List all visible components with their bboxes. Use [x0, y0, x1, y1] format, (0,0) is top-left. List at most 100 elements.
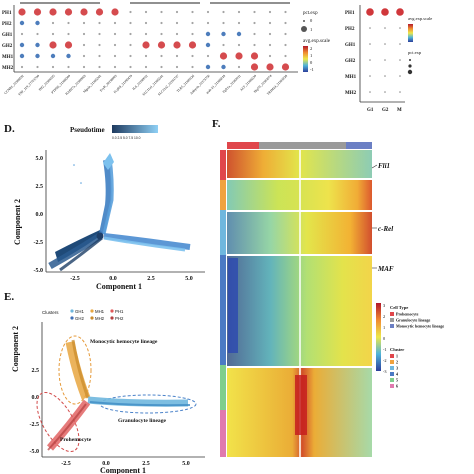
tl-row-label: PH2	[2, 22, 12, 27]
tl-dot	[236, 31, 242, 37]
celltype-title: Cell Type	[390, 305, 408, 310]
tl-dot	[206, 10, 210, 14]
tl-dot	[33, 8, 42, 16]
tl-dot	[19, 20, 25, 26]
tl-dot	[268, 54, 272, 58]
lineage-scatter	[36, 335, 197, 453]
tl-dot	[129, 43, 132, 47]
tl-dot	[191, 21, 194, 25]
tl-dot	[51, 32, 55, 36]
d-ytick: -2.5	[34, 240, 44, 246]
tl-dot	[98, 32, 101, 36]
f-celltype-label: Prohemocyte	[396, 312, 419, 317]
tl-dot	[129, 65, 132, 69]
panel-d: D. Pseudotime 0.0 2.5 5.0 7.5 10.0 5.0 2.…	[4, 123, 205, 291]
tl-dot	[205, 64, 211, 70]
pct-legend-0: 0	[310, 18, 313, 23]
tl-dot	[175, 65, 179, 69]
e-legend-label: GH1	[75, 309, 84, 314]
tl-dot	[36, 32, 39, 36]
tl-dot	[160, 65, 163, 69]
tr-col-label: M	[397, 108, 402, 113]
pseudotime-gradient	[112, 125, 158, 133]
gene-label-crel: c-Rel	[378, 225, 393, 233]
tl-dot	[144, 32, 148, 36]
tl-dot	[253, 10, 256, 14]
tl-dot	[284, 32, 287, 36]
f-scale-tick: 2	[383, 314, 385, 319]
tl-row-label: PH1	[2, 11, 12, 16]
f-cluster-swatch	[390, 372, 394, 376]
tr-dot	[396, 8, 404, 16]
panel-e-xlabel: Component 1	[100, 466, 146, 474]
e-ytick: 2.5	[32, 368, 40, 374]
tl-dot	[51, 21, 55, 25]
tr-dot	[369, 59, 371, 61]
d-xtick: -2.5	[70, 276, 80, 282]
f-celltype-label: Monocytic hemocyte lineage	[396, 324, 444, 329]
tl-dot	[19, 42, 25, 48]
tl-dot	[144, 65, 148, 69]
tl-dot	[18, 8, 26, 16]
tl-dot	[175, 54, 179, 58]
panel-d-xlabel: Component 1	[96, 282, 142, 291]
tl-dot	[237, 21, 241, 25]
tl-dot	[82, 32, 86, 36]
tl-dot	[160, 54, 163, 58]
tl-dot	[144, 10, 148, 14]
tl-dot	[253, 43, 256, 47]
tl-dot	[82, 54, 86, 58]
tl-dot	[221, 64, 226, 70]
tl-row-label: GH1	[2, 33, 13, 38]
tr-dot	[384, 75, 386, 77]
tr-dot	[366, 8, 374, 16]
f-cluster-label: 1	[396, 354, 398, 359]
f-scale-tick: -3	[383, 369, 387, 374]
f-cluster-swatch	[390, 366, 394, 370]
tl-row-label: GH2	[2, 44, 13, 49]
tl-dot	[281, 63, 290, 71]
tl-dot	[222, 21, 225, 25]
tl-dot	[67, 32, 70, 36]
tl-dot	[82, 21, 86, 25]
tr-dot	[384, 43, 386, 45]
tl-dot	[144, 21, 148, 25]
tl-dot	[19, 53, 25, 59]
f-scale-tick: -1	[383, 347, 387, 352]
tr-dot	[369, 43, 371, 45]
f-celltype-swatch	[390, 324, 394, 328]
tr-pct-label: pct.exp	[408, 50, 422, 55]
tr-row-label: PH1	[345, 11, 355, 16]
top-right-dotplot: PH1 PH2 GH1 GH2 MH1 MH2 G1 G2 M avg.exp.scale p…	[345, 5, 432, 113]
tl-dot	[222, 43, 225, 47]
tl-dot	[36, 65, 39, 69]
e-legend-swatch	[90, 316, 94, 320]
tl-dot	[129, 21, 132, 25]
avg-legend-neg1: -1	[310, 67, 314, 72]
f-celltype-swatch	[390, 318, 394, 322]
tl-dot	[221, 31, 226, 37]
pseudotime-title: Pseudotime	[70, 126, 105, 134]
tr-dot	[369, 75, 371, 77]
tr-dot	[399, 43, 401, 45]
f-cluster-swatch	[390, 354, 394, 358]
tr-dot	[381, 8, 389, 16]
e-legend-swatch	[110, 309, 114, 313]
f-scale-tick: -2	[383, 358, 387, 363]
tl-dot	[35, 53, 40, 59]
tl-dot	[284, 43, 287, 47]
tl-row-label: MH2	[2, 66, 14, 71]
tl-dot	[205, 31, 211, 37]
d-ytick: -5.0	[34, 268, 44, 274]
tl-dot	[20, 65, 24, 69]
tr-row-label: PH2	[345, 27, 355, 32]
tl-dot	[50, 53, 56, 59]
tl-dot	[113, 54, 117, 58]
tl-dot	[67, 65, 70, 69]
tr-dot	[384, 91, 386, 93]
gene-label-maf: MAF	[377, 265, 394, 273]
tr-dot	[399, 59, 401, 61]
tl-dot	[173, 41, 181, 49]
tl-dot	[51, 65, 55, 69]
